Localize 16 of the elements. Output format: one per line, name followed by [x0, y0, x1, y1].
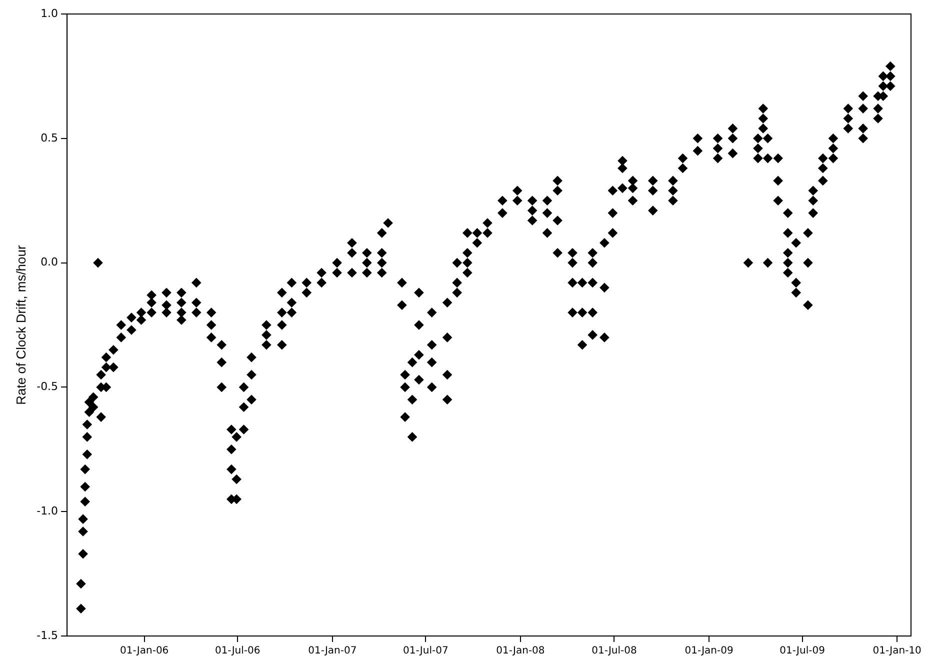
x-tick-label: 01-Jan-06 — [120, 646, 169, 657]
y-tick-label: -1.5 — [36, 628, 58, 642]
x-tick-label: 01-Jan-10 — [872, 646, 922, 657]
x-tick-label: 01-Jul-08 — [592, 646, 637, 657]
x-tick-label: 01-Jan-07 — [308, 646, 357, 657]
y-tick-label: 1.0 — [40, 6, 58, 20]
x-tick-label: 01-Jul-09 — [780, 646, 825, 657]
x-tick-label: 01-Jan-09 — [684, 646, 734, 657]
y-axis-title: Rate of Clock Drift, ms/hour — [13, 244, 28, 405]
y-tick-label: -1.0 — [36, 504, 58, 518]
x-tick-label: 01-Jan-08 — [496, 646, 545, 657]
y-tick-label: 0.5 — [40, 131, 58, 144]
x-tick-label: 01-Jul-06 — [214, 646, 260, 657]
x-tick-label: 01-Jul-07 — [403, 646, 448, 657]
y-tick-label: -0.5 — [36, 380, 58, 394]
y-tick-label: 0.0 — [40, 256, 58, 269]
